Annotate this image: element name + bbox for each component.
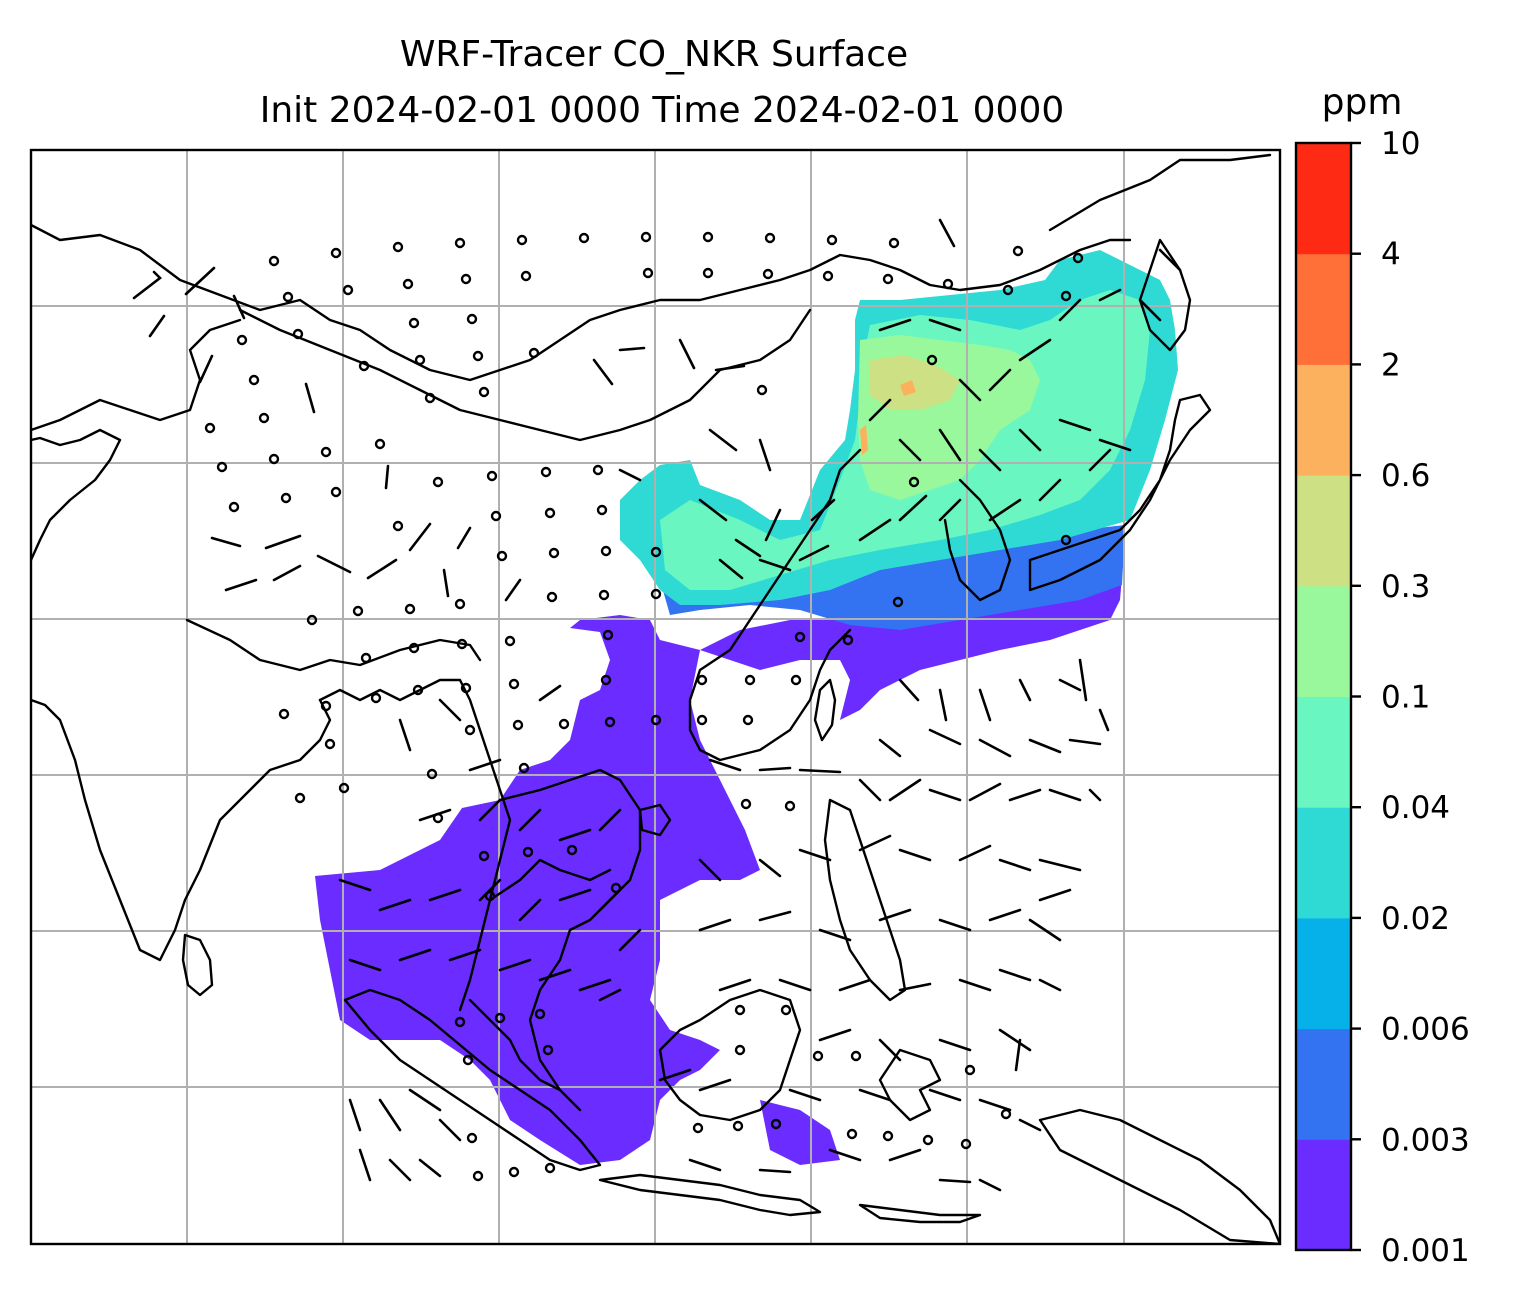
wind-barbs[interactable] xyxy=(132,218,1182,1192)
himalaya-border xyxy=(185,618,482,672)
tracer-band-0001-south xyxy=(315,615,760,1165)
colorbar-band-0 xyxy=(1296,1139,1351,1251)
taiwan xyxy=(813,678,837,742)
new-guinea xyxy=(1038,1108,1280,1244)
colorbar: ppm 0.001 0.003 0.006 0.02 0.04 0.1 0.3 0.6 2 4 10 xyxy=(1294,82,1470,1269)
colorbar-bands xyxy=(1296,143,1351,1251)
india-coast xyxy=(31,428,332,962)
borneo xyxy=(658,988,802,1122)
colorbar-band-1 xyxy=(1296,1028,1351,1140)
colorbar-band-6 xyxy=(1296,475,1351,587)
colorbar-tick-label: 0.04 xyxy=(1381,790,1450,826)
colorbar-band-8 xyxy=(1296,253,1351,365)
mongolia-border xyxy=(238,308,812,442)
calm-markers xyxy=(204,231,1084,1182)
colorbar-tick-label: 0.001 xyxy=(1381,1233,1470,1269)
colorbar-tick-label: 4 xyxy=(1381,237,1401,273)
tracer-band-06 xyxy=(860,380,916,455)
hainan xyxy=(638,803,672,837)
colorbar-band-7 xyxy=(1296,364,1351,476)
colorbar-tick-label: 0.02 xyxy=(1381,901,1450,937)
co-tracer-field xyxy=(315,250,1178,1165)
hokkaido-sakhalin xyxy=(1048,153,1272,352)
malay-peninsula xyxy=(468,998,562,1092)
colorbar-tick-label: 2 xyxy=(1381,347,1401,383)
java xyxy=(598,1173,822,1217)
central-asia xyxy=(31,318,242,432)
bangladesh-myanmar xyxy=(318,678,512,1012)
title-line-1: WRF-Tracer CO_NKR Surface xyxy=(400,34,908,75)
tracer-band-03 xyxy=(870,355,960,410)
colorbar-unit: ppm xyxy=(1322,82,1403,123)
philippines xyxy=(823,798,907,1002)
sulawesi xyxy=(878,1048,942,1122)
map-frame xyxy=(29,148,1282,1246)
colorbar-ticks: 0.001 0.003 0.006 0.02 0.04 0.1 0.3 0.6 2 4 10 xyxy=(1351,126,1470,1269)
korea xyxy=(943,478,1012,602)
colorbar-tick-label: 0.3 xyxy=(1381,569,1430,605)
sumatra xyxy=(343,988,602,1172)
colorbar-band-9 xyxy=(1296,143,1351,255)
lesser-sunda xyxy=(858,1203,982,1224)
tracer-band-0003 xyxy=(660,525,1125,630)
colorbar-band-5 xyxy=(1296,585,1351,697)
title-line-2: Init 2024-02-01 0000 Time 2024-02-01 000… xyxy=(260,90,1065,131)
colorbar-band-3 xyxy=(1296,807,1351,919)
china-east-coast xyxy=(688,448,862,762)
map-area xyxy=(31,150,1280,1244)
colorbar-tick-label: 0.003 xyxy=(1381,1122,1470,1158)
colorbar-tick-label: 0.006 xyxy=(1381,1012,1470,1048)
colorbar-tick-label: 0.1 xyxy=(1381,680,1430,716)
tracer-band-0001-java xyxy=(760,1100,840,1165)
srilanka xyxy=(181,933,214,997)
colorbar-band-2 xyxy=(1296,917,1351,1030)
colorbar-tick-label: 0.6 xyxy=(1381,458,1430,494)
japan xyxy=(1028,393,1212,592)
coastlines xyxy=(31,153,1280,1244)
colorbar-band-4 xyxy=(1296,696,1351,808)
colorbar-tick-label: 10 xyxy=(1381,126,1420,162)
